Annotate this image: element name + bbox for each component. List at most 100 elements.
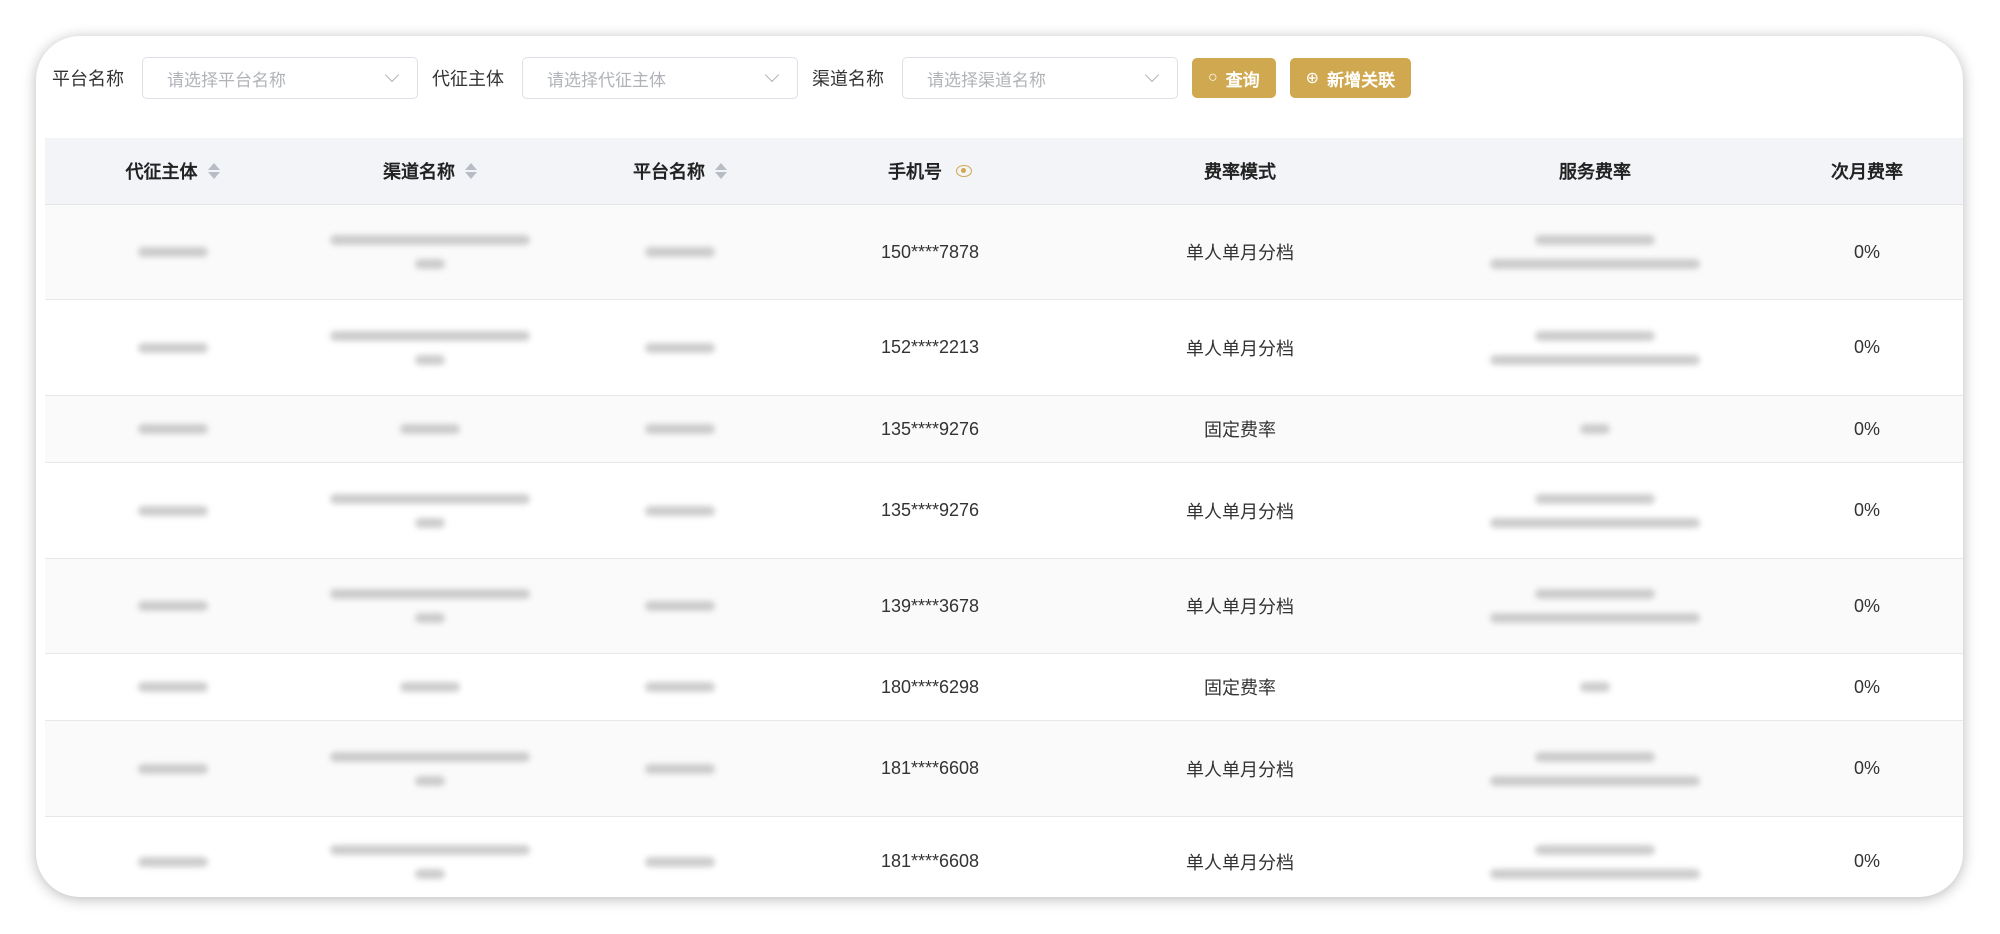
- add-association-button[interactable]: ⊕ 新增关联: [1289, 58, 1412, 98]
- cell-rate-mode: 单人单月分档: [1186, 243, 1294, 263]
- redacted-text: [330, 589, 530, 599]
- cell-tax-entity: [45, 763, 300, 774]
- chevron-down-icon: [764, 67, 780, 83]
- cell-phone: 135****9276: [880, 500, 980, 520]
- redacted-text: [330, 330, 530, 341]
- channel-label: 渠道名称: [812, 69, 884, 89]
- redacted-text: [1580, 682, 1610, 692]
- cell-platform: [560, 505, 800, 516]
- cell-next-month-rate: 0%: [1853, 758, 1880, 778]
- redacted-text: [330, 844, 530, 855]
- channel-select[interactable]: 请选择渠道名称: [902, 57, 1178, 99]
- cell-service-rate: [1420, 844, 1770, 879]
- redacted-text: [137, 424, 208, 434]
- cell-channel: [300, 424, 560, 434]
- redacted-text: [645, 424, 715, 434]
- cell-phone: 135****9276: [880, 418, 980, 439]
- cell-tax-entity: [45, 342, 300, 353]
- redacted-text: [645, 682, 715, 692]
- cell-service-rate: [1420, 751, 1770, 786]
- cell-rate-mode: 单人单月分档: [1186, 501, 1294, 522]
- header-tax-entity[interactable]: 代征主体: [45, 158, 300, 184]
- cell-platform: [560, 601, 800, 611]
- cell-platform: [560, 424, 800, 434]
- cell-rate-mode: 固定费率: [1204, 420, 1276, 440]
- header-next-month-rate: 次月费率: [1831, 162, 1903, 182]
- redacted-text: [1490, 868, 1700, 879]
- table-body: 150****7878 单人单月分档 0% 152****2213 单人单月分档 0% 13…: [45, 205, 1963, 897]
- cell-tax-entity: [45, 505, 300, 516]
- redacted-text: [330, 751, 530, 762]
- cell-tax-entity: [45, 247, 300, 257]
- channel-placeholder: 请选择渠道名称: [927, 70, 1046, 90]
- cell-phone: 181****6608: [880, 851, 980, 871]
- main-card: 平台名称 请选择平台名称 代征主体 请选择代征主体 渠道名称 请选择渠道名称 ○…: [36, 36, 1963, 897]
- header-channel[interactable]: 渠道名称: [300, 158, 560, 184]
- cell-next-month-rate: 0%: [1853, 676, 1880, 697]
- cell-next-month-rate: 0%: [1853, 595, 1880, 616]
- cell-rate-mode: 单人单月分档: [1186, 597, 1294, 617]
- redacted-text: [1580, 424, 1610, 434]
- table-row: 139****3678 单人单月分档 0%: [45, 559, 1963, 654]
- data-table: 代征主体 渠道名称 平台名称 手机号 费率模式 服务费率 次月费率 150***…: [45, 138, 1963, 897]
- table-row: 135****9276 固定费率 0%: [45, 396, 1963, 463]
- tax-entity-select[interactable]: 请选择代征主体: [522, 57, 798, 99]
- cell-tax-entity: [45, 601, 300, 611]
- header-platform[interactable]: 平台名称: [560, 158, 800, 184]
- cell-service-rate: [1420, 424, 1770, 434]
- table-row: 181****6608 单人单月分档 0%: [45, 721, 1963, 817]
- redacted-text: [137, 247, 208, 257]
- redacted-text: [1535, 330, 1655, 341]
- redacted-text: [330, 235, 530, 245]
- cell-next-month-rate: 0%: [1853, 241, 1880, 262]
- table-row: 181****6608 单人单月分档 0%: [45, 817, 1963, 897]
- cell-next-month-rate: 0%: [1853, 500, 1880, 520]
- redacted-text: [1490, 613, 1700, 623]
- plus-circle-icon: ⊕: [1305, 70, 1320, 87]
- tax-entity-placeholder: 请选择代征主体: [547, 70, 666, 90]
- cell-channel: [300, 330, 560, 365]
- header-label: 代征主体: [125, 162, 198, 182]
- add-button-label: 新增关联: [1327, 70, 1396, 90]
- cell-channel: [300, 751, 560, 786]
- redacted-text: [1535, 844, 1655, 855]
- header-rate-mode: 费率模式: [1204, 162, 1276, 182]
- cell-phone: 152****2213: [880, 337, 980, 357]
- redacted-text: [1535, 589, 1655, 599]
- platform-placeholder: 请选择平台名称: [167, 70, 286, 90]
- cell-rate-mode: 单人单月分档: [1186, 338, 1294, 359]
- cell-rate-mode: 固定费率: [1204, 678, 1276, 698]
- table-row: 152****2213 单人单月分档 0%: [45, 300, 1963, 396]
- cell-tax-entity: [45, 424, 300, 434]
- cell-service-rate: [1420, 493, 1770, 528]
- redacted-text: [137, 856, 208, 867]
- cell-channel: [300, 682, 560, 692]
- redacted-text: [1535, 751, 1655, 762]
- redacted-text: [645, 856, 715, 867]
- platform-select[interactable]: 请选择平台名称: [142, 57, 418, 99]
- redacted-text: [415, 354, 445, 365]
- chevron-down-icon: [1144, 67, 1160, 83]
- redacted-text: [645, 247, 715, 257]
- sort-icon[interactable]: [715, 163, 727, 179]
- header-label: 平台名称: [633, 162, 705, 182]
- redacted-text: [1490, 775, 1700, 786]
- cell-tax-entity: [45, 682, 300, 692]
- cell-next-month-rate: 0%: [1853, 337, 1880, 357]
- cell-phone: 181****6608: [880, 758, 980, 778]
- redacted-text: [137, 505, 208, 516]
- redacted-text: [137, 763, 208, 774]
- sort-icon[interactable]: [207, 163, 220, 179]
- cell-phone: 180****6298: [880, 676, 980, 697]
- cell-channel: [300, 589, 560, 623]
- cell-rate-mode: 单人单月分档: [1186, 759, 1294, 780]
- eye-icon[interactable]: [956, 165, 972, 177]
- redacted-text: [1490, 259, 1700, 269]
- sort-icon[interactable]: [465, 163, 477, 179]
- cell-platform: [560, 342, 800, 353]
- cell-channel: [300, 235, 560, 269]
- table-row: 180****6298 固定费率 0%: [45, 654, 1963, 721]
- header-phone: 手机号: [800, 158, 1060, 184]
- cell-phone: 139****3678: [880, 595, 980, 616]
- search-button[interactable]: ○ 查询: [1192, 58, 1276, 98]
